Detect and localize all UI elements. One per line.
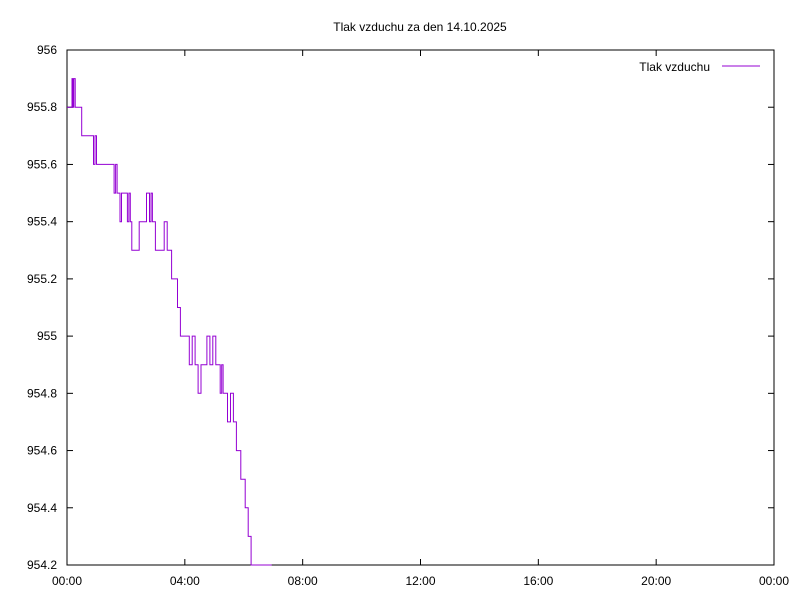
x-tick-label: 00:00: [52, 574, 82, 588]
y-tick-label: 955.8: [27, 100, 57, 114]
y-tick-label: 955: [37, 329, 57, 343]
y-tick-label: 954.4: [27, 501, 57, 515]
x-axis: 00:00 04:00 08:00 12:00 16:00 20:00 00:00: [52, 50, 789, 588]
x-tick-label: 00:00: [759, 574, 789, 588]
x-tick-label: 08:00: [288, 574, 318, 588]
y-tick-label: 954.2: [27, 558, 57, 572]
x-tick-label: 16:00: [523, 574, 553, 588]
legend: Tlak vzduchu: [639, 60, 760, 74]
x-tick-label: 20:00: [641, 574, 671, 588]
x-tick-label: 04:00: [170, 574, 200, 588]
y-axis: 954.2 954.4 954.6 954.8 955 955.2 955.4 955.6 95…: [27, 43, 774, 572]
x-tick-label: 12:00: [405, 574, 435, 588]
y-tick-label: 956: [37, 43, 57, 57]
legend-label: Tlak vzduchu: [639, 60, 710, 74]
series-line-tlak-vzduchu: [67, 78, 272, 566]
chart-title: Tlak vzduchu za den 14.10.2025: [333, 20, 507, 34]
y-tick-label: 955.6: [27, 157, 57, 171]
y-tick-label: 955.4: [27, 215, 57, 229]
y-tick-label: 954.6: [27, 444, 57, 458]
series-layer: [67, 78, 272, 566]
y-tick-label: 954.8: [27, 386, 57, 400]
y-tick-label: 955.2: [27, 272, 57, 286]
